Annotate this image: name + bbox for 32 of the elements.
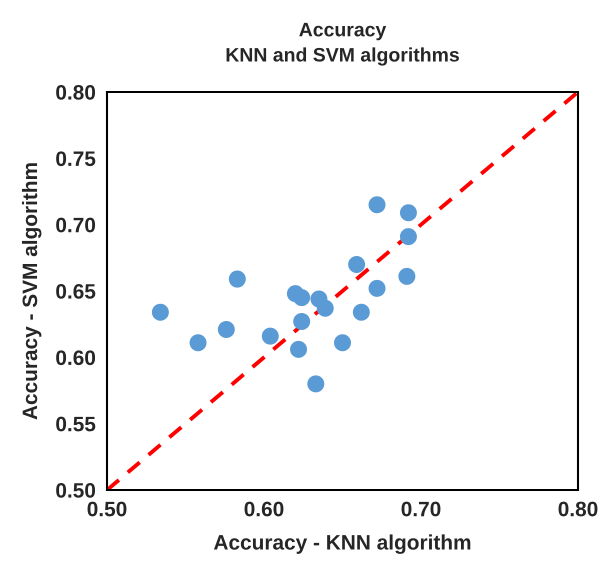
point [348,256,366,273]
y-tick-label: 0.60 [56,350,96,366]
x-axis-title: Accuracy - KNN algorithm [214,534,470,554]
y-tick-label: 0.80 [56,85,96,100]
point [218,320,235,338]
point [398,268,416,285]
point [368,196,386,214]
y-axis-title: Accuracy - SVM algorithm [22,163,42,420]
point [190,334,207,352]
point [352,304,370,321]
point [307,375,324,392]
point [400,204,417,222]
point [400,228,417,246]
point [368,280,386,297]
y-tick-label: 0.50 [56,483,96,498]
x-tick-label: 0.70 [402,502,440,516]
point [228,270,246,288]
point [334,334,352,352]
y-tick-label: 0.75 [56,151,96,166]
y-tick-label: 0.55 [56,416,96,432]
chart-title: Accuracy KNN and SVM algorithms [226,22,459,66]
x-tick-label: 0.80 [558,502,598,516]
y-tick-label: 0.65 [56,284,96,299]
x-tick-label: 0.60 [244,502,284,516]
point [152,304,169,321]
point [293,313,310,330]
point [293,289,310,306]
point [262,328,279,345]
point [290,340,308,358]
y-tick-label: 0.70 [56,218,96,232]
x-tick-label: 0.50 [88,502,126,516]
point [316,300,334,317]
